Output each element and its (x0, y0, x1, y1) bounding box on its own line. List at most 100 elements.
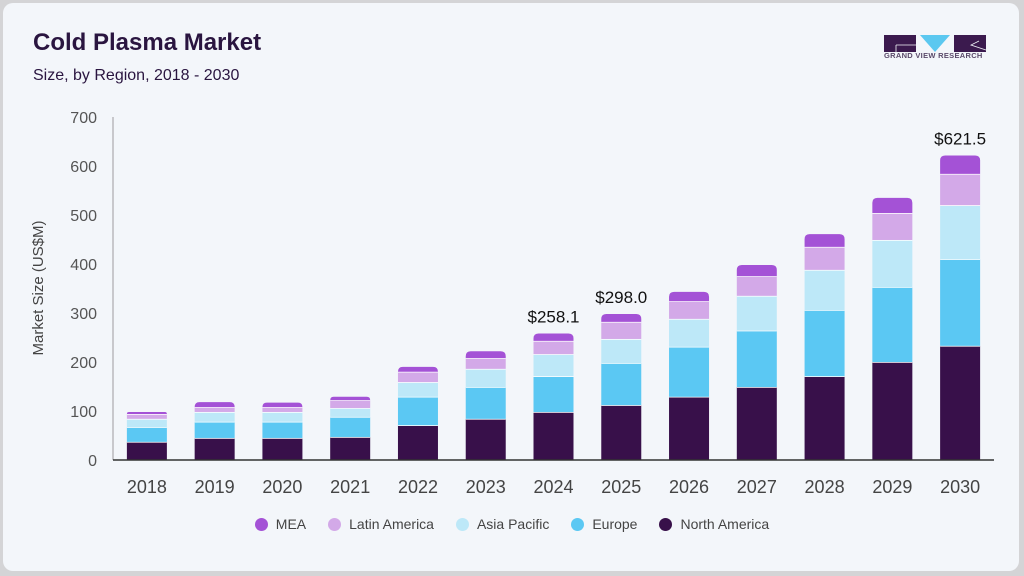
bar-segment-asia-pacific (397, 382, 438, 397)
bar-segment-north-america (872, 362, 913, 460)
x-tick-label: 2019 (195, 477, 235, 497)
bar-segment-mea (872, 197, 913, 214)
bar-segment-latin-america (126, 413, 167, 419)
bar-segment-europe (465, 386, 506, 419)
legend-swatch-icon (455, 517, 469, 531)
x-tick-label: 2026 (669, 477, 709, 497)
y-tick-label: 600 (70, 159, 97, 176)
y-tick-label: 400 (70, 257, 97, 274)
bar-segment-mea (601, 313, 642, 322)
y-axis-title: Market Size (US$M) (30, 220, 47, 355)
bar-segment-latin-america (736, 276, 777, 296)
bar-segment-north-america (262, 437, 303, 460)
bar-segment-asia-pacific (126, 418, 167, 428)
legend-label: Latin America (349, 516, 434, 532)
bar-segment-latin-america (601, 321, 642, 339)
logo-left-block (884, 35, 916, 52)
bar-segment-asia-pacific (736, 295, 777, 331)
bar-segment-north-america (126, 441, 167, 460)
bar-segment-mea (736, 264, 777, 277)
bar-segment-asia-pacific (940, 205, 981, 260)
y-tick-label: 500 (70, 208, 97, 225)
bar-segment-latin-america (669, 301, 710, 319)
bar-segment-asia-pacific (262, 411, 303, 422)
legend-item-north-america: North America (659, 516, 769, 532)
data-label: $621.5 (934, 129, 986, 148)
bar-segment-europe (669, 346, 710, 397)
bar-segment-latin-america (194, 407, 235, 412)
y-tick-label: 200 (70, 355, 97, 372)
bar-segment-europe (330, 416, 371, 437)
bar-segment-mea (126, 411, 167, 414)
bar-segment-latin-america (804, 246, 845, 270)
bar-segment-latin-america (330, 400, 371, 409)
y-tick-label: 0 (88, 453, 97, 470)
legend-swatch-icon (254, 517, 268, 531)
legend-item-mea: MEA (254, 516, 307, 532)
chart-title: Cold Plasma Market (33, 29, 262, 56)
x-tick-label: 2021 (330, 477, 370, 497)
bar-segment-north-america (533, 411, 574, 460)
bar-segment-europe (397, 396, 438, 426)
x-tick-label: 2022 (398, 477, 438, 497)
x-tick-label: 2020 (262, 477, 302, 497)
x-tick-label: 2023 (466, 477, 506, 497)
bar-segment-mea (533, 333, 574, 341)
bar-segment-europe (126, 427, 167, 442)
bar-segment-latin-america (872, 213, 913, 240)
x-tick-label: 2030 (940, 477, 980, 497)
x-tick-label: 2018 (127, 477, 167, 497)
bar-segment-mea (262, 402, 303, 408)
x-tick-label: 2024 (533, 477, 573, 497)
bar-segment-north-america (804, 376, 845, 460)
bar-segment-europe (262, 421, 303, 438)
bar-segment-asia-pacific (669, 318, 710, 347)
bar-segment-mea (194, 402, 235, 408)
chart-legend: MEA Latin America Asia Pacific Europe North … (0, 516, 1024, 532)
y-tick-label: 300 (70, 306, 97, 323)
bar-segment-europe (736, 330, 777, 387)
legend-item-europe: Europe (571, 516, 637, 532)
bar-segment-asia-pacific (804, 269, 845, 311)
x-tick-label: 2028 (805, 477, 845, 497)
chart-card: Cold Plasma Market Size, by Region, 2018… (3, 3, 1019, 571)
bar-segment-mea (397, 366, 438, 372)
x-tick-label: 2025 (601, 477, 641, 497)
bar-segment-mea (804, 234, 845, 247)
bar-segment-europe (804, 310, 845, 377)
chart-subtitle: Size, by Region, 2018 - 2030 (33, 67, 240, 84)
bar-segment-north-america (465, 418, 506, 460)
legend-label: Europe (592, 516, 638, 532)
bar-segment-mea (669, 291, 710, 302)
x-tick-label: 2029 (872, 477, 912, 497)
y-tick-label: 700 (70, 110, 97, 127)
bar-segment-asia-pacific (465, 368, 506, 387)
bar-segment-latin-america (397, 371, 438, 383)
legend-swatch-icon (659, 517, 673, 531)
bar-segment-asia-pacific (533, 354, 574, 377)
bar-segment-asia-pacific (601, 338, 642, 363)
bar-segment-europe (533, 376, 574, 412)
bar-segment-asia-pacific (872, 239, 913, 288)
legend-item-asia-pacific: Asia Pacific (455, 516, 550, 532)
legend-item-latin-america: Latin America (328, 516, 434, 532)
logo-text: GRAND VIEW RESEARCH (884, 51, 983, 60)
bar-segment-north-america (194, 437, 235, 460)
x-tick-label: 2027 (737, 477, 777, 497)
bar-segment-europe (194, 421, 235, 438)
bar-segment-europe (940, 259, 981, 346)
legend-label: MEA (275, 516, 307, 532)
bar-segment-europe (601, 362, 642, 406)
data-label: $258.1 (528, 308, 580, 327)
bar-segment-latin-america (465, 358, 506, 369)
bar-segment-latin-america (940, 173, 981, 206)
legend-label: Asia Pacific (476, 516, 550, 532)
bar-segment-mea (940, 155, 981, 174)
bar-segment-north-america (669, 396, 710, 460)
bar-segment-latin-america (262, 407, 303, 412)
legend-label: North America (680, 516, 770, 532)
bar-segment-asia-pacific (330, 408, 371, 417)
bar-segment-north-america (601, 405, 642, 460)
bar-segment-north-america (736, 386, 777, 460)
